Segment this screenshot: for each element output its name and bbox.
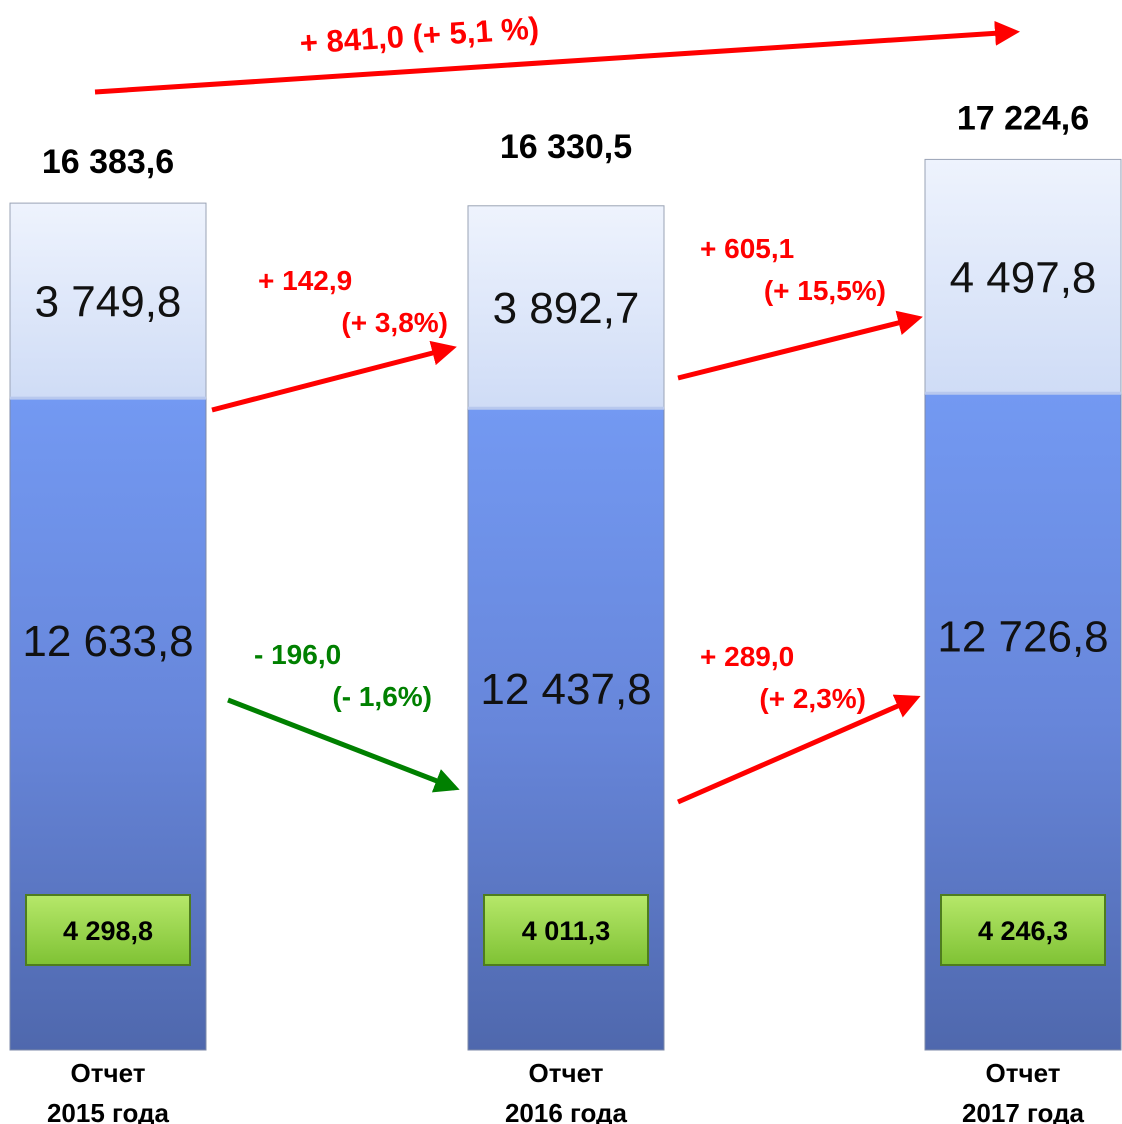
total-label-0: 16 383,6	[42, 143, 174, 181]
inner-value-box-0	[25, 894, 191, 966]
bottom-change-percent-1: (+ 2,3%)	[759, 683, 866, 714]
bottom-change-percent-0: (- 1,6%)	[332, 681, 432, 712]
total-label-1: 16 330,5	[500, 128, 632, 166]
bar-top-segment-1	[467, 205, 665, 409]
inner-value-label-2: 4 246,3	[978, 916, 1068, 946]
bottom-segment-label-1: 12 437,8	[480, 665, 651, 714]
overall-change-arrow	[94, 20, 1020, 95]
top-change-arrow-0	[211, 340, 457, 413]
bottom-change-arrow-1	[676, 694, 921, 805]
bar-top-segment-2	[924, 158, 1122, 394]
top-change-percent-0: (+ 3,8%)	[341, 307, 448, 338]
bar-top-segment-0	[9, 202, 207, 399]
bottom-change-value-0: - 196,0	[254, 639, 341, 670]
top-segment-label-2: 4 497,8	[950, 253, 1097, 302]
top-segment-label-1: 3 892,7	[493, 284, 640, 333]
top-change-percent-1: (+ 15,5%)	[764, 275, 886, 306]
category-label-1-line-1: 2016 года	[505, 1098, 628, 1124]
inner-value-box-2	[940, 894, 1106, 966]
inner-value-box-1	[483, 894, 649, 966]
bottom-change-arrow-0	[227, 697, 460, 793]
bottom-segment-label-0: 12 633,8	[22, 617, 193, 666]
category-label-1-line-0: Отчет	[529, 1058, 604, 1088]
bottom-segment-label-2: 12 726,8	[937, 612, 1108, 661]
category-label-0-line-1: 2015 года	[47, 1098, 170, 1124]
top-change-arrow-1	[677, 310, 923, 381]
category-label-2-line-1: 2017 года	[962, 1098, 1085, 1124]
top-segment-label-0: 3 749,8	[35, 278, 182, 327]
top-change-value-1: + 605,1	[700, 233, 794, 264]
top-change-value-0: + 142,9	[258, 265, 352, 296]
inner-value-label-0: 4 298,8	[63, 916, 153, 946]
bottom-change-value-1: + 289,0	[700, 641, 794, 672]
category-label-2-line-0: Отчет	[986, 1058, 1061, 1088]
inner-value-label-1: 4 011,3	[522, 916, 611, 946]
total-label-2: 17 224,6	[957, 99, 1089, 137]
overall-change-label: + 841,0 (+ 5,1 %)	[299, 10, 540, 60]
category-label-0-line-0: Отчет	[71, 1058, 146, 1088]
